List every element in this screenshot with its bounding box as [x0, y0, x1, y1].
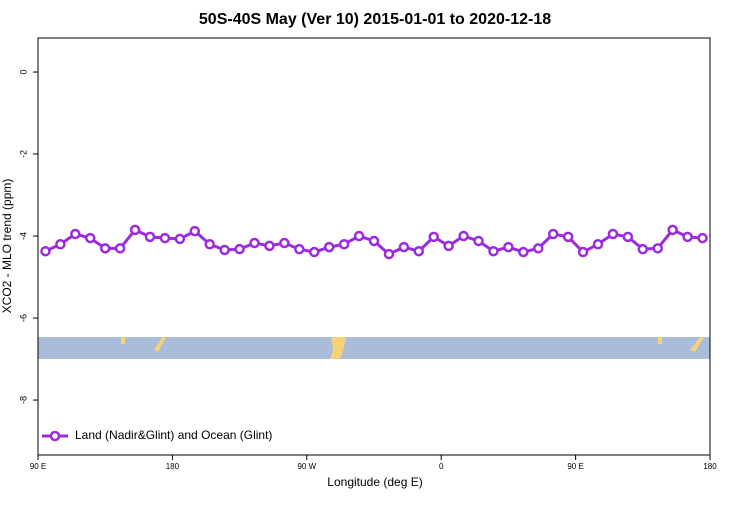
point	[398, 241, 410, 253]
point	[577, 246, 589, 258]
point	[204, 238, 215, 250]
point	[85, 232, 96, 244]
point	[294, 243, 305, 255]
x-tick-label: 90 E	[30, 462, 46, 471]
point	[249, 237, 260, 249]
x-axis-label: Longitude (deg E)	[327, 475, 422, 489]
point	[607, 228, 619, 240]
point	[592, 238, 604, 250]
point	[114, 243, 126, 254]
legend-marker	[49, 430, 61, 442]
point	[622, 231, 634, 243]
point	[637, 243, 649, 255]
point	[562, 231, 574, 243]
point	[503, 241, 514, 253]
point	[368, 235, 380, 247]
point	[547, 228, 559, 240]
point	[473, 235, 484, 247]
point	[99, 243, 111, 254]
point	[697, 232, 708, 244]
point	[652, 243, 663, 254]
point	[219, 244, 230, 256]
point	[338, 238, 350, 250]
point	[70, 228, 81, 240]
point	[353, 230, 365, 242]
y-tick-label: 0	[18, 70, 28, 75]
y-tick-label: -6	[18, 314, 28, 322]
x-tick-label: 90 W	[297, 462, 316, 471]
x-tick-label: 90 E	[567, 462, 583, 471]
ocean-strip	[38, 337, 710, 359]
y-axis-label: XCO2 - MLO trend (ppm)	[0, 179, 14, 314]
point	[682, 231, 693, 243]
legend-label: Land (Nadir&Glint) and Ocean (Glint)	[75, 428, 272, 442]
point	[174, 233, 186, 245]
y-tick-label: -2	[18, 150, 28, 158]
point	[518, 246, 529, 258]
point	[129, 224, 141, 236]
point	[323, 241, 335, 253]
point	[234, 243, 245, 255]
land-patches	[121, 337, 704, 359]
x-tick-label: 180	[703, 462, 717, 471]
point	[189, 225, 201, 237]
point	[667, 224, 678, 236]
y-tick-label: -8	[18, 396, 28, 404]
point	[488, 245, 499, 257]
chart-title: 50S-40S May (Ver 10) 2015-01-01 to 2020-…	[199, 11, 551, 28]
point	[413, 245, 425, 257]
plot-frame	[37, 37, 711, 456]
x-tick-label: 180	[166, 462, 180, 471]
point	[383, 248, 395, 260]
point	[443, 240, 454, 252]
point	[309, 246, 320, 258]
point	[458, 230, 469, 242]
point	[159, 232, 171, 244]
point	[428, 231, 439, 243]
x-tick-label: 0	[439, 462, 444, 471]
point	[40, 245, 51, 257]
y-tick-label: -4	[18, 232, 28, 240]
point	[279, 237, 290, 249]
point	[264, 240, 275, 252]
point	[55, 238, 66, 250]
point	[144, 231, 156, 243]
point	[533, 243, 544, 254]
